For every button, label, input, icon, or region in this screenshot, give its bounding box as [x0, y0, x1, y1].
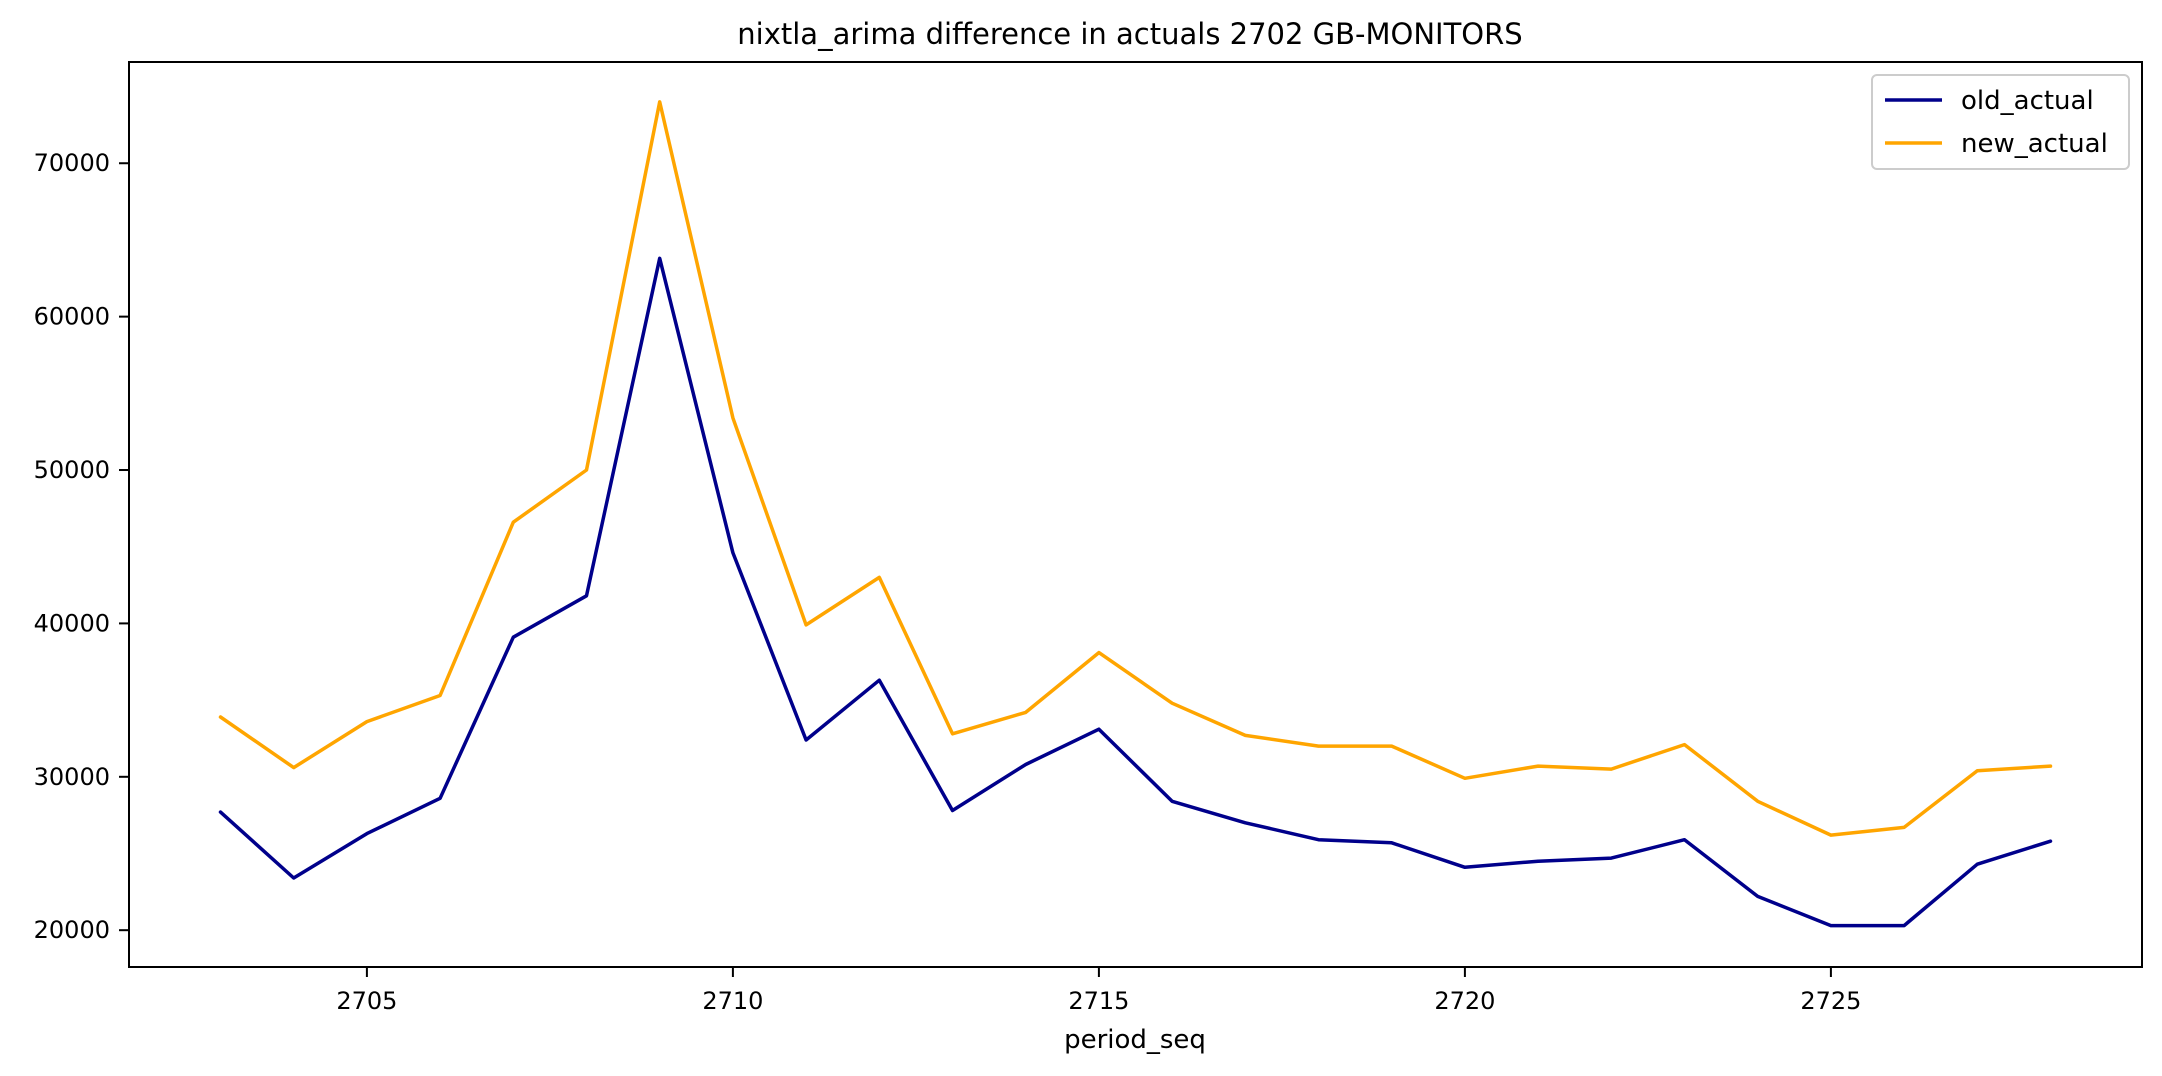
x-tick-label: 2720: [1434, 987, 1495, 1015]
x-tick-label: 2710: [702, 987, 763, 1015]
y-tick-label: 40000: [34, 609, 110, 637]
y-tick-label: 70000: [34, 149, 110, 177]
y-tick-label: 30000: [34, 763, 110, 791]
y-tick-label: 60000: [34, 303, 110, 331]
x-tick-label: 2715: [1068, 987, 1129, 1015]
chart-title: nixtla_arima difference in actuals 2702 …: [737, 17, 1522, 51]
x-tick-label: 2725: [1800, 987, 1861, 1015]
y-tick-label: 50000: [34, 456, 110, 484]
x-axis-label: period_seq: [1064, 1025, 1206, 1055]
x-tick-label: 2705: [336, 987, 397, 1015]
y-tick-label: 20000: [34, 916, 110, 944]
legend-label-new_actual: new_actual: [1961, 129, 2108, 159]
legend: old_actual new_actual: [1872, 75, 2129, 169]
legend-label-old_actual: old_actual: [1961, 86, 2094, 116]
